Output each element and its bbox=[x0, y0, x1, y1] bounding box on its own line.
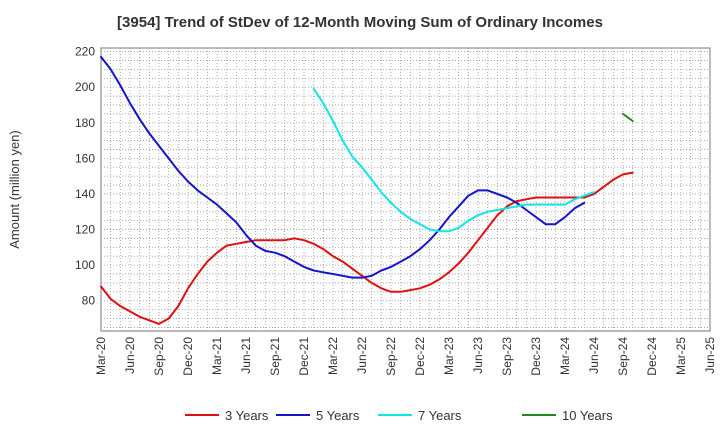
series-line-5-years bbox=[100, 55, 586, 279]
y-tick-label: 160 bbox=[75, 151, 95, 165]
plot-frame bbox=[100, 47, 711, 332]
y-tick-label: 220 bbox=[75, 45, 95, 59]
x-tick-label: Dec-21 bbox=[297, 337, 311, 376]
x-tick-label: Mar-23 bbox=[442, 337, 456, 375]
x-tick-label: Dec-22 bbox=[413, 337, 427, 376]
y-tick-label: 140 bbox=[75, 187, 95, 201]
x-tick-label: Dec-23 bbox=[529, 337, 543, 376]
x-tick-label: Jun-23 bbox=[471, 337, 485, 374]
x-tick-label: Jun-21 bbox=[239, 337, 253, 374]
x-tick-label: Dec-24 bbox=[645, 337, 659, 376]
x-tick-label: Mar-21 bbox=[210, 337, 224, 375]
grid bbox=[100, 47, 711, 332]
x-tick-label: Sep-22 bbox=[384, 337, 398, 376]
y-tick-label: 100 bbox=[75, 258, 95, 272]
x-tick-label: Jun-20 bbox=[123, 337, 137, 374]
series-line-7-years bbox=[312, 87, 595, 233]
chart-title: [3954] Trend of StDev of 12-Month Moving… bbox=[117, 14, 603, 31]
x-tick-label: Mar-25 bbox=[674, 337, 688, 375]
x-tick-label: Mar-22 bbox=[326, 337, 340, 375]
legend-label-3-years: 3 Years bbox=[225, 408, 269, 423]
y-tick-label: 120 bbox=[75, 223, 95, 237]
legend: 3 Years 5 Years 7 Years 10 Years bbox=[185, 408, 613, 423]
x-tick-label: Jun-25 bbox=[703, 337, 717, 374]
x-tick-label: Mar-24 bbox=[558, 337, 572, 375]
legend-label-5-years: 5 Years bbox=[316, 408, 360, 423]
x-tick-label: Sep-21 bbox=[268, 337, 282, 376]
x-tick-label: Sep-23 bbox=[500, 337, 514, 376]
legend-label-7-years: 7 Years bbox=[418, 408, 462, 423]
x-tick-label: Jun-24 bbox=[587, 337, 601, 374]
x-tick-label: Mar-20 bbox=[94, 337, 108, 375]
series-lines bbox=[100, 55, 634, 325]
y-tick-label: 80 bbox=[82, 294, 96, 308]
legend-label-10-years: 10 Years bbox=[562, 408, 613, 423]
series-line-3-years bbox=[100, 171, 634, 325]
y-axis-label: Amount (million yen) bbox=[7, 130, 22, 249]
x-tick-label: Sep-20 bbox=[152, 337, 166, 376]
axes: 80 100 120 140 160 180 200 220 Mar-20 Jun-20 Sep-2… bbox=[7, 45, 717, 376]
series-line-10-years bbox=[622, 112, 634, 122]
x-tick-label: Dec-20 bbox=[181, 337, 195, 376]
y-tick-label: 200 bbox=[75, 80, 95, 94]
x-tick-label: Jun-22 bbox=[355, 337, 369, 374]
x-tick-label: Sep-24 bbox=[616, 337, 630, 376]
y-tick-label: 180 bbox=[75, 116, 95, 130]
